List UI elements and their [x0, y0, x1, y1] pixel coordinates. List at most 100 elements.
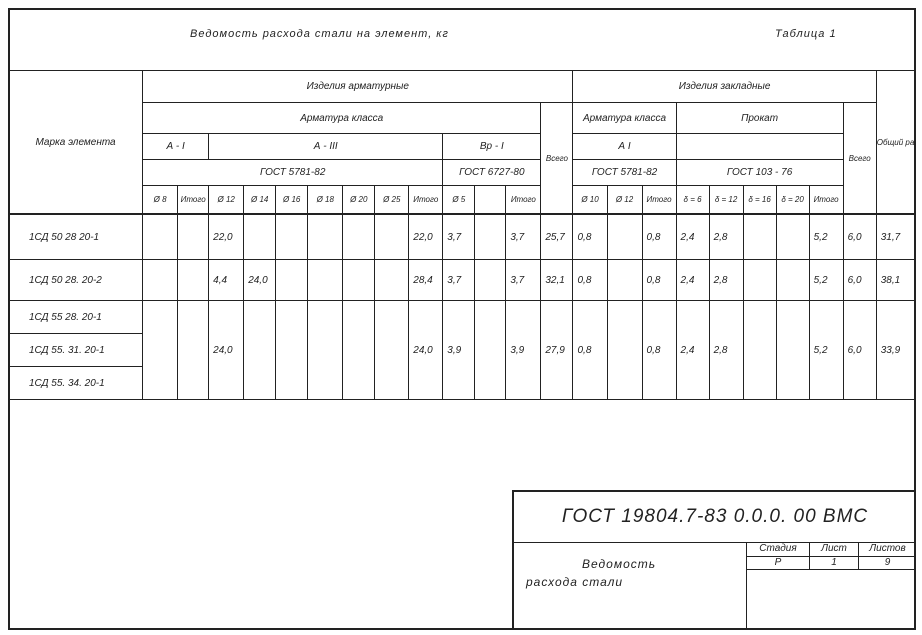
document-name-line2: расхода стали — [526, 575, 624, 589]
value-cell — [342, 259, 376, 301]
header-subcol: δ = 12 — [708, 185, 744, 215]
header-a1-emb: А I — [572, 133, 677, 160]
document-name: Ведомость расхода стали — [514, 543, 747, 630]
value-cell: 3,7 — [442, 213, 476, 260]
value-cell — [742, 300, 777, 400]
value-cell — [177, 300, 210, 400]
header-subcol: δ = 20 — [775, 185, 810, 215]
value-cell: 4,4 — [208, 259, 245, 301]
header-mark: Марка элемента — [7, 70, 144, 215]
value-cell: 22,0 — [408, 213, 444, 260]
title-block: ГОСТ 19804.7-83 0.0.0. 00 ВМС Ведомость … — [512, 490, 916, 630]
value-cell — [374, 259, 410, 301]
header-rolled: Прокат — [675, 102, 844, 134]
header-subcol: Ø 12 — [606, 185, 643, 215]
value-cell: 5,2 — [808, 300, 844, 400]
value-cell — [606, 213, 643, 260]
value-cell: 0,8 — [572, 300, 608, 400]
value-cell: 25,7 — [540, 213, 574, 260]
table-row: 1СД 55 28. 20-1 24,0 24,0 3,9 3,9 27,9 0,8 0,8 2… — [7, 300, 917, 400]
value-cell: 32,1 — [540, 259, 574, 301]
header-subcol: Ø 14 — [243, 185, 277, 215]
header-gost-6727: ГОСТ 6727-80 — [442, 159, 542, 186]
header-blank — [675, 133, 844, 160]
value-cell — [742, 259, 777, 301]
table-row: 1СД 50 28. 20-2 4,4 24,0 28,4 3,7 3,7 32,1 0,8 0… — [7, 259, 917, 301]
header-subcol: Итого — [505, 185, 542, 215]
element-mark: 1СД 55. 31. 20-1 — [7, 333, 144, 367]
header-subcol: Ø 12 — [208, 185, 245, 215]
table-number: Таблица 1 — [775, 28, 837, 40]
value-cell: 0,8 — [641, 259, 677, 301]
value-cell — [342, 300, 376, 400]
value-cell — [606, 259, 643, 301]
value-cell — [307, 213, 344, 260]
value-cell — [606, 300, 643, 400]
value-cell: 31,7 — [875, 213, 917, 260]
element-mark: 1СД 55 28. 20-1 — [7, 300, 144, 334]
value-cell — [142, 213, 179, 260]
header-subcol: Ø 25 — [374, 185, 410, 215]
value-cell — [275, 259, 309, 301]
value-cell: 24,0 — [243, 259, 277, 301]
value-cell: 6,0 — [842, 259, 877, 301]
table-title: Ведомость расхода стали на элемент, кг — [190, 28, 449, 40]
header-bp1: Вр - I — [442, 133, 542, 160]
value-cell — [177, 259, 210, 301]
header-rebar-class: Арматура класса — [142, 102, 542, 134]
sheets-value: 9 — [859, 557, 916, 570]
value-cell: 2,8 — [708, 259, 744, 301]
value-cell — [775, 213, 810, 260]
value-cell — [474, 300, 507, 400]
value-cell: 0,8 — [641, 213, 677, 260]
header-total-consumption: Общий расход — [875, 70, 917, 215]
document-name-line1: Ведомость — [582, 557, 657, 571]
value-cell: 2,4 — [675, 259, 710, 301]
value-cell: 2,8 — [708, 213, 744, 260]
header-rebar-class-emb: Арматура класса — [572, 102, 677, 134]
value-cell — [775, 259, 810, 301]
header-subcol: δ = 6 — [675, 185, 710, 215]
value-cell: 5,2 — [808, 259, 844, 301]
value-cell — [275, 300, 309, 400]
element-mark: 1СД 55. 34. 20-1 — [7, 366, 144, 400]
value-cell — [742, 213, 777, 260]
value-cell: 0,8 — [572, 259, 608, 301]
element-mark: 1СД 50 28 20-1 — [7, 213, 144, 260]
value-cell: 0,8 — [641, 300, 677, 400]
header-total: Всего — [540, 102, 574, 215]
sheets-label: Листов — [859, 543, 916, 557]
header-gost-5781: ГОСТ 5781-82 — [142, 159, 444, 186]
value-cell: 2,4 — [675, 300, 710, 400]
value-cell — [342, 213, 376, 260]
value-cell: 3,7 — [505, 259, 542, 301]
header-subcol — [474, 185, 507, 215]
header-total-emb: Всего — [842, 102, 877, 215]
value-cell — [307, 300, 344, 400]
value-cell: 33,9 — [875, 300, 917, 400]
element-mark: 1СД 50 28. 20-2 — [7, 259, 144, 301]
header-a1: А - I — [142, 133, 210, 160]
value-cell — [142, 259, 179, 301]
value-cell: 22,0 — [208, 213, 245, 260]
value-cell — [142, 300, 179, 400]
value-cell — [474, 259, 507, 301]
table-row: 1СД 55. 34. 20-1 — [7, 366, 916, 400]
header-gost-103: ГОСТ 103 - 76 — [675, 159, 844, 186]
value-cell: 3,9 — [505, 300, 542, 400]
value-cell: 28,4 — [408, 259, 444, 301]
header-subcol: Итого — [408, 185, 444, 215]
value-cell: 6,0 — [842, 213, 877, 260]
value-cell — [374, 300, 410, 400]
value-cell: 2,8 — [708, 300, 744, 400]
value-cell — [275, 213, 309, 260]
value-cell — [775, 300, 810, 400]
value-cell — [307, 259, 344, 301]
value-cell — [243, 300, 277, 400]
value-cell — [243, 213, 277, 260]
stage-value: Р — [747, 557, 810, 570]
value-cell: 3,7 — [505, 213, 542, 260]
header-reinf-products: Изделия арматурные — [142, 70, 574, 103]
header-subcol: Итого — [177, 185, 210, 215]
value-cell: 5,2 — [808, 213, 844, 260]
